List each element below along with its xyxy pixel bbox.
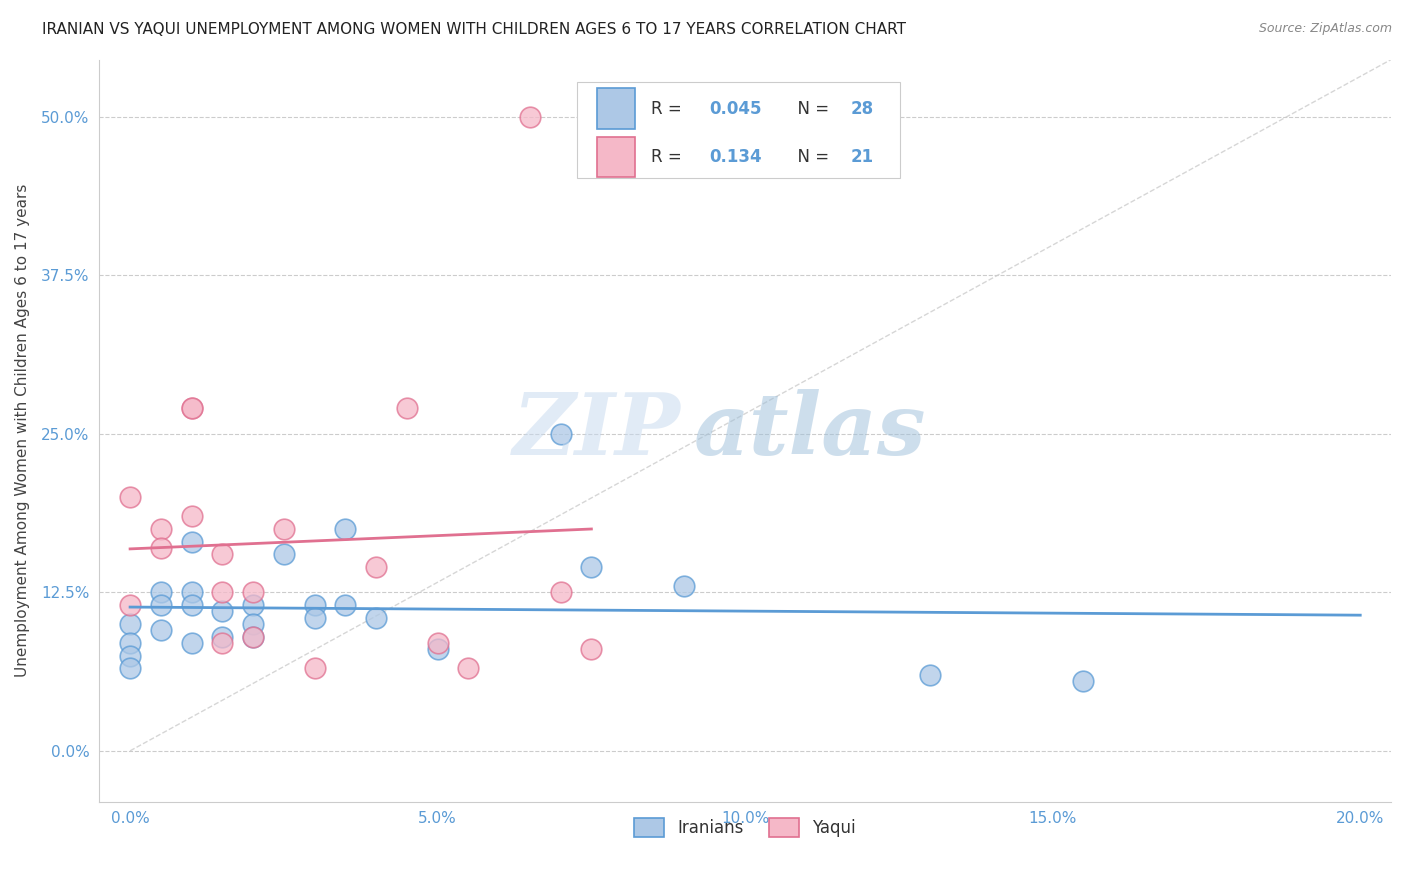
- Point: [304, 610, 326, 624]
- Point: [242, 617, 264, 632]
- Point: [457, 661, 479, 675]
- FancyBboxPatch shape: [578, 82, 900, 178]
- Point: [581, 642, 603, 657]
- Text: N =: N =: [786, 100, 834, 118]
- Legend: Iranians, Yaqui: Iranians, Yaqui: [626, 809, 865, 846]
- Point: [180, 401, 202, 416]
- Point: [149, 598, 172, 612]
- Point: [211, 630, 233, 644]
- Point: [149, 522, 172, 536]
- Point: [335, 598, 357, 612]
- Point: [180, 598, 202, 612]
- Point: [120, 636, 142, 650]
- Point: [550, 585, 572, 599]
- Point: [180, 401, 202, 416]
- Point: [581, 560, 603, 574]
- Point: [304, 661, 326, 675]
- Point: [180, 636, 202, 650]
- Text: 21: 21: [851, 148, 875, 166]
- Point: [120, 648, 142, 663]
- Point: [242, 630, 264, 644]
- Point: [211, 604, 233, 618]
- Point: [918, 667, 941, 681]
- Point: [120, 617, 142, 632]
- Point: [120, 598, 142, 612]
- Point: [273, 547, 295, 561]
- Point: [519, 110, 541, 124]
- Text: ZIP: ZIP: [513, 389, 681, 473]
- Point: [242, 585, 264, 599]
- Point: [211, 636, 233, 650]
- Point: [426, 636, 449, 650]
- Text: Source: ZipAtlas.com: Source: ZipAtlas.com: [1258, 22, 1392, 36]
- Point: [180, 509, 202, 524]
- Point: [120, 661, 142, 675]
- Text: R =: R =: [651, 148, 692, 166]
- Point: [366, 610, 388, 624]
- Text: IRANIAN VS YAQUI UNEMPLOYMENT AMONG WOMEN WITH CHILDREN AGES 6 TO 17 YEARS CORRE: IRANIAN VS YAQUI UNEMPLOYMENT AMONG WOME…: [42, 22, 907, 37]
- Point: [335, 522, 357, 536]
- Text: atlas: atlas: [693, 389, 927, 473]
- Point: [672, 579, 695, 593]
- Point: [242, 630, 264, 644]
- Point: [366, 560, 388, 574]
- Point: [550, 426, 572, 441]
- Text: 0.134: 0.134: [709, 148, 762, 166]
- Point: [180, 585, 202, 599]
- Text: 28: 28: [851, 100, 875, 118]
- Point: [395, 401, 418, 416]
- Point: [1073, 674, 1095, 689]
- Y-axis label: Unemployment Among Women with Children Ages 6 to 17 years: Unemployment Among Women with Children A…: [15, 184, 30, 677]
- Point: [211, 547, 233, 561]
- Point: [149, 624, 172, 638]
- Text: N =: N =: [786, 148, 834, 166]
- Point: [180, 534, 202, 549]
- Text: 0.045: 0.045: [709, 100, 762, 118]
- Point: [149, 585, 172, 599]
- FancyBboxPatch shape: [596, 88, 636, 129]
- Point: [149, 541, 172, 555]
- Point: [304, 598, 326, 612]
- Point: [273, 522, 295, 536]
- Point: [211, 585, 233, 599]
- FancyBboxPatch shape: [596, 136, 636, 178]
- Point: [426, 642, 449, 657]
- Point: [242, 598, 264, 612]
- Point: [120, 490, 142, 504]
- Text: R =: R =: [651, 100, 692, 118]
